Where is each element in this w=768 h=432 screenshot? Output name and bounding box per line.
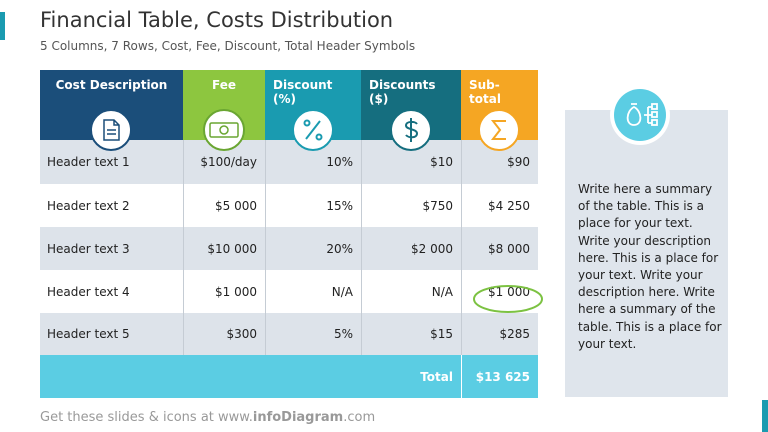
footer-brand: infoDiagram (252, 410, 344, 425)
col-divider (461, 140, 462, 355)
table-cell: 10% (326, 155, 353, 169)
column-header: Discount (%) (265, 70, 361, 140)
footer: Get these slides & icons at www.infoDiag… (40, 410, 375, 425)
table-cell: $1 000 (488, 284, 530, 299)
table-cell: $10 000 (207, 241, 257, 256)
table-cell: $4 250 (488, 198, 530, 213)
table-cell: N/A (331, 284, 353, 299)
table-cell: $90 (507, 155, 530, 169)
table-cell: $5 000 (215, 198, 257, 213)
table-cell: 15% (326, 198, 353, 213)
table-cell: $2 000 (411, 241, 453, 256)
table-cell: Header text 4 (47, 284, 130, 299)
footer-text: .com (343, 410, 376, 425)
row-bg (40, 184, 538, 227)
table-cell: Header text 1 (47, 155, 130, 169)
table-cell: $300 (226, 327, 257, 341)
title: Financial Table, Costs Distribution (40, 8, 394, 32)
table-cell: Header text 5 (47, 327, 130, 341)
side-panel (565, 110, 728, 397)
highlight (473, 285, 543, 313)
accent (0, 12, 5, 40)
table-cell: 5% (333, 327, 353, 341)
col-divider (461, 355, 462, 398)
total-label: Total (420, 369, 453, 384)
row-bg (40, 227, 538, 270)
subtitle: 5 Columns, 7 Rows, Cost, Fee, Discount, … (40, 39, 416, 53)
table-cell: $10 (430, 155, 453, 169)
table-cell: Header text 2 (47, 198, 130, 213)
table-cell: Header text 3 (47, 241, 130, 256)
footer-text: Get these slides & icons at www. (40, 410, 253, 425)
table-cell: $1 000 (215, 284, 257, 299)
column-header: Sub-total (461, 70, 538, 140)
table-cell: $8 000 (488, 241, 530, 256)
table-cell: $15 (430, 327, 453, 341)
col-divider (183, 140, 184, 355)
table-cell: $285 (499, 327, 530, 341)
table-cell: 20% (326, 241, 353, 256)
row-bg (40, 313, 538, 355)
total-row (40, 355, 538, 398)
table-cell: $100/day (200, 155, 257, 169)
row-bg (40, 270, 538, 313)
table-cell: $750 (422, 198, 453, 213)
total-value: $13 625 (475, 369, 530, 384)
table-cell: N/A (431, 284, 453, 299)
row-bg (40, 140, 538, 184)
col-divider (361, 140, 362, 355)
col-divider (265, 140, 266, 355)
side-text: Write here a summary of the table. This … (578, 182, 722, 351)
